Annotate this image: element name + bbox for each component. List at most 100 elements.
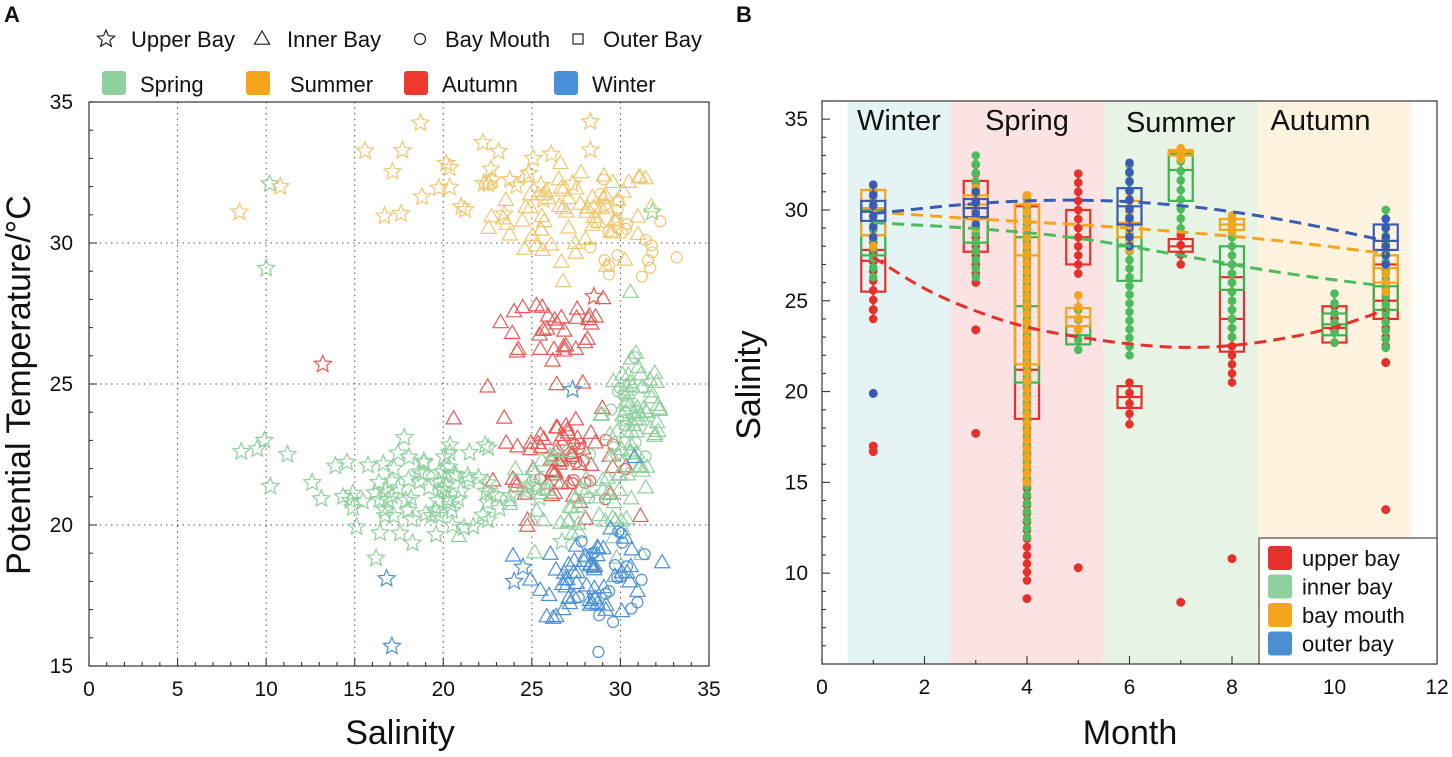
marker-legend-item: Inner Bay	[253, 27, 381, 52]
data-point	[506, 459, 525, 475]
data-point	[596, 186, 615, 202]
data-point	[428, 462, 449, 482]
sample-dot	[971, 255, 981, 265]
marker-legend-label: Inner Bay	[287, 27, 381, 52]
data-point	[589, 216, 602, 229]
panel-a-scatter: A Upper Bay Inner Bay Bay Mouth Outer Bay Sp…	[0, 2, 721, 752]
y-tick-label: 25	[785, 290, 808, 313]
data-point	[620, 560, 634, 573]
data-point	[642, 197, 660, 213]
sample-dot	[1073, 345, 1083, 355]
data-point	[495, 408, 513, 424]
sample-dot	[1073, 187, 1083, 197]
data-point	[541, 544, 560, 560]
data-point	[391, 203, 412, 223]
data-point	[504, 469, 522, 485]
data-point	[653, 553, 671, 569]
sample-dot	[1227, 341, 1237, 351]
data-point	[631, 167, 649, 183]
sample-dot	[1022, 283, 1032, 293]
data-point	[565, 563, 583, 579]
data-point	[580, 139, 601, 159]
data-point	[413, 450, 434, 470]
sample-dot	[971, 220, 981, 229]
panel-a-legend: Upper Bay Inner Bay Bay Mouth Outer Bay Spri…	[95, 27, 702, 97]
data-point	[588, 594, 607, 610]
sample-dot	[868, 190, 878, 200]
data-point	[597, 600, 615, 616]
data-point	[629, 225, 647, 241]
data-point	[597, 173, 610, 186]
data-point	[555, 337, 573, 353]
data-point	[409, 471, 430, 491]
data-point	[595, 166, 613, 182]
sample-dot	[1022, 309, 1032, 318]
sample-dot	[1381, 214, 1391, 224]
legend-swatch	[1268, 631, 1292, 656]
sample-dot	[1125, 388, 1134, 398]
data-point	[596, 511, 614, 527]
data-point	[621, 572, 639, 588]
data-point	[613, 365, 632, 381]
data-point	[450, 527, 468, 543]
sample-dot	[1227, 305, 1237, 315]
data-point	[575, 551, 593, 567]
sample-dot	[1022, 250, 1032, 259]
data-point	[555, 341, 574, 357]
data-point	[598, 468, 617, 484]
data-point	[439, 434, 460, 454]
trend-line	[873, 210, 1386, 256]
data-point	[500, 491, 519, 507]
data-point	[553, 575, 572, 591]
outlier-dot	[971, 428, 981, 438]
data-point	[259, 173, 280, 193]
sample-dot	[1381, 260, 1391, 269]
data-point	[342, 482, 363, 502]
x-tick-label: 0	[83, 678, 95, 701]
data-point	[562, 379, 583, 399]
sample-dot	[1330, 328, 1339, 338]
data-point	[587, 592, 601, 605]
data-point	[312, 353, 333, 373]
data-point	[439, 442, 460, 462]
data-point	[631, 596, 644, 609]
data-point	[638, 548, 651, 561]
sample-dot	[1227, 350, 1237, 360]
sample-dot	[1022, 452, 1032, 462]
panel-b-trend-lines	[872, 198, 1387, 349]
data-point	[418, 477, 439, 497]
data-point	[311, 488, 332, 508]
sample-dot	[1227, 287, 1237, 296]
data-point	[547, 472, 566, 488]
data-point	[599, 493, 612, 506]
sample-dot	[1022, 351, 1032, 361]
data-point	[325, 455, 346, 475]
data-point	[649, 395, 667, 411]
sample-dot	[1227, 278, 1237, 287]
data-point	[585, 579, 604, 595]
data-point	[527, 296, 546, 312]
sample-dot	[1022, 334, 1032, 344]
data-point	[597, 197, 615, 213]
data-point	[497, 190, 515, 206]
data-point	[544, 460, 562, 476]
sample-dot	[1176, 143, 1186, 153]
sample-dot	[1125, 290, 1134, 299]
data-point	[381, 635, 402, 655]
data-point	[374, 499, 395, 519]
data-point	[428, 177, 449, 197]
data-point	[440, 494, 461, 514]
data-point	[612, 525, 625, 538]
sample-dot	[1073, 325, 1083, 335]
sample-dot	[971, 187, 981, 197]
data-point	[479, 218, 498, 234]
sample-dot	[1022, 241, 1032, 251]
data-point	[578, 329, 597, 345]
data-point	[626, 383, 640, 396]
data-point	[247, 438, 268, 458]
data-point	[555, 454, 568, 468]
sample-dot	[1073, 232, 1083, 242]
sample-dot	[1227, 269, 1237, 278]
data-point	[457, 465, 478, 485]
data-point	[583, 286, 604, 306]
